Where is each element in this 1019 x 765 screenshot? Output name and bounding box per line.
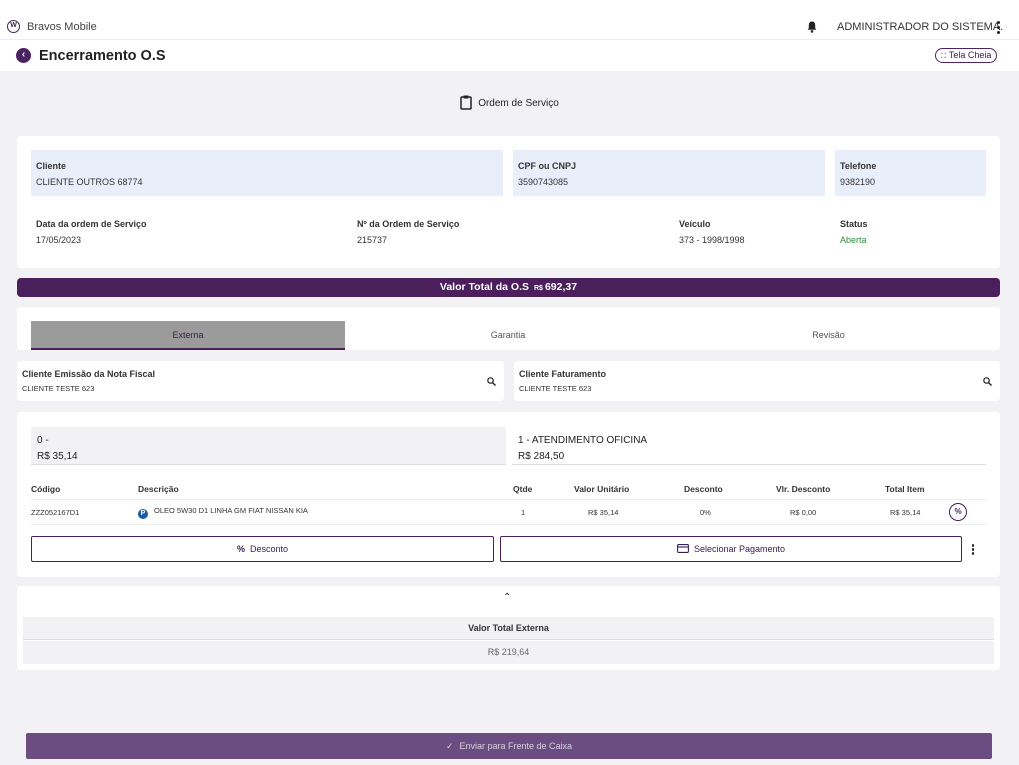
select-payment-label: Selecionar Pagamento bbox=[693, 544, 786, 554]
check-icon: ✓ bbox=[445, 741, 454, 751]
emissao-value: CLIENTE TESTE 623 bbox=[22, 384, 95, 393]
tab-externa[interactable]: Externa bbox=[31, 321, 345, 350]
fullscreen-button[interactable]: ⛶ Tela Cheia bbox=[935, 48, 998, 63]
cpf-field: CPF ou CNPJ 3590743085 bbox=[513, 150, 825, 196]
percent-icon: % bbox=[236, 544, 245, 554]
search-icon[interactable] bbox=[983, 377, 992, 386]
status-value: Aberta bbox=[840, 235, 867, 245]
summary-line2: R$ 284,50 bbox=[518, 451, 565, 462]
column-header-codigo: Código bbox=[31, 484, 61, 494]
tab-revisao[interactable]: Revisão bbox=[812, 330, 845, 340]
summary-box: 0 - R$ 35,14 bbox=[31, 427, 506, 465]
emissao-search-field[interactable]: Cliente Emissão da Nota Fiscal CLIENTE T… bbox=[17, 361, 504, 401]
page-title: Encerramento O.S bbox=[39, 48, 166, 64]
column-header-vlr-desconto: Vlr. Desconto bbox=[776, 484, 831, 494]
section-title-label: Ordem de Serviço bbox=[478, 98, 559, 109]
order-total-value: 692,37 bbox=[544, 281, 578, 293]
summary-line2: R$ 35,14 bbox=[37, 451, 78, 462]
fullscreen-icon: ⛶ bbox=[941, 53, 946, 60]
summary-line1: 1 - ATENDIMENTO OFICINA bbox=[518, 435, 648, 446]
summary-line1: 0 - bbox=[37, 435, 49, 446]
cpf-value: 3590743085 bbox=[518, 177, 569, 187]
external-total-label: Valor Total Externa bbox=[23, 617, 994, 640]
select-payment-button[interactable]: Selecionar Pagamento bbox=[500, 536, 962, 562]
external-total-card: ⌃ Valor Total Externa R$ 219,64 bbox=[17, 586, 1000, 670]
back-button[interactable]: ‹ bbox=[16, 48, 31, 63]
user-name[interactable]: ADMINISTRADOR DO SISTEMA. bbox=[837, 21, 1004, 33]
divider bbox=[31, 524, 986, 525]
cell-qtde: 1 bbox=[521, 508, 526, 517]
column-header-descricao: Descrição bbox=[138, 484, 179, 494]
discount-button[interactable]: % Desconto bbox=[31, 536, 494, 562]
data-field: Data da ordem de Serviço 17/05/2023 bbox=[31, 219, 152, 245]
emissao-label: Cliente Emissão da Nota Fiscal bbox=[22, 369, 156, 379]
column-header-qtde: Qtde bbox=[513, 484, 533, 494]
search-icon[interactable] bbox=[487, 377, 496, 386]
cell-total-item: R$ 35,14 bbox=[890, 508, 921, 517]
faturamento-label: Cliente Faturamento bbox=[519, 369, 607, 379]
items-card: 0 - R$ 35,14 1 - ATENDIMENTO OFICINA R$ … bbox=[17, 412, 1000, 577]
cliente-field: Cliente CLIENTE OUTROS 68774 bbox=[31, 150, 503, 196]
section-title: Ordem de Serviço bbox=[0, 95, 1019, 110]
column-header-total-item: Total Item bbox=[885, 484, 925, 494]
credit-card-icon bbox=[677, 544, 689, 553]
faturamento-value: CLIENTE TESTE 623 bbox=[519, 384, 592, 393]
cliente-value: CLIENTE OUTROS 68774 bbox=[36, 177, 143, 187]
more-actions-icon[interactable] bbox=[970, 544, 976, 556]
page-header: ‹ Encerramento O.S ⛶ Tela Cheia bbox=[0, 40, 1019, 71]
divider bbox=[31, 499, 986, 500]
fullscreen-label: Tela Cheia bbox=[948, 50, 992, 60]
telefone-value: 9382190 bbox=[840, 177, 876, 187]
cell-desconto: 0% bbox=[700, 508, 711, 517]
faturamento-search-field[interactable]: Cliente Faturamento CLIENTE TESTE 623 bbox=[514, 361, 1000, 401]
cell-valor-unitario: R$ 35,14 bbox=[588, 508, 619, 517]
data-value: 17/05/2023 bbox=[36, 235, 82, 245]
cell-descricao-text: OLEO 5W30 D1 LINHA GM FIAT NISSAN KIA bbox=[154, 506, 308, 515]
order-total-bar: Valor Total da O.S R$ 692,37 bbox=[17, 278, 1000, 297]
cpf-label: CPF ou CNPJ bbox=[518, 161, 577, 171]
order-total-currency: R$ bbox=[534, 285, 543, 292]
status-label: Status bbox=[840, 219, 868, 229]
telefone-field: Telefone 9382190 bbox=[835, 150, 986, 196]
cliente-label: Cliente bbox=[36, 161, 67, 171]
product-badge-icon: P bbox=[138, 509, 148, 519]
external-total-value: R$ 219,64 bbox=[23, 641, 994, 664]
notification-bell-icon[interactable] bbox=[807, 20, 817, 38]
send-to-cashier-button[interactable]: ✓ Enviar para Frente de Caixa bbox=[26, 733, 992, 759]
numero-field: Nº da Ordem de Serviço 215737 bbox=[352, 219, 464, 245]
veiculo-label: Veículo bbox=[679, 219, 711, 229]
send-to-cashier-label: Enviar para Frente de Caixa bbox=[459, 741, 573, 751]
more-options-icon[interactable] bbox=[993, 21, 1003, 35]
summary-box: 1 - ATENDIMENTO OFICINA R$ 284,50 bbox=[512, 427, 986, 465]
discount-button-label: Desconto bbox=[249, 544, 289, 554]
vw-logo-icon: W bbox=[7, 20, 20, 33]
column-header-desconto: Desconto bbox=[684, 484, 723, 494]
numero-label: Nº da Ordem de Serviço bbox=[357, 219, 460, 229]
numero-value: 215737 bbox=[357, 235, 388, 245]
cell-descricao: P OLEO 5W30 D1 LINHA GM FIAT NISSAN KIA bbox=[138, 506, 308, 519]
order-total-label: Valor Total da O.S bbox=[439, 281, 529, 293]
column-header-valor-unitario: Valor Unitário bbox=[574, 484, 630, 494]
chevron-up-icon[interactable]: ⌃ bbox=[503, 592, 512, 603]
veiculo-field: Veículo 373 - 1998/1998 bbox=[674, 219, 750, 245]
telefone-label: Telefone bbox=[840, 161, 877, 171]
data-label: Data da ordem de Serviço bbox=[36, 219, 147, 229]
app-name: Bravos Mobile bbox=[27, 21, 97, 33]
status-field: Status Aberta bbox=[835, 219, 873, 245]
tab-garantia[interactable]: Garantia bbox=[490, 330, 526, 340]
clipboard-icon bbox=[460, 95, 472, 110]
tabs-card: Externa Garantia Revisão bbox=[17, 307, 1000, 350]
veiculo-value: 373 - 1998/1998 bbox=[679, 235, 745, 245]
cell-vlr-desconto: R$ 0,00 bbox=[790, 508, 817, 517]
item-discount-button[interactable]: % bbox=[949, 503, 967, 521]
cell-codigo: ZZZ052167D1 bbox=[31, 508, 80, 517]
order-info-card: Cliente CLIENTE OUTROS 68774 CPF ou CNPJ… bbox=[17, 136, 1000, 268]
app-topbar: W Bravos Mobile ADMINISTRADOR DO SISTEMA… bbox=[0, 0, 1019, 40]
